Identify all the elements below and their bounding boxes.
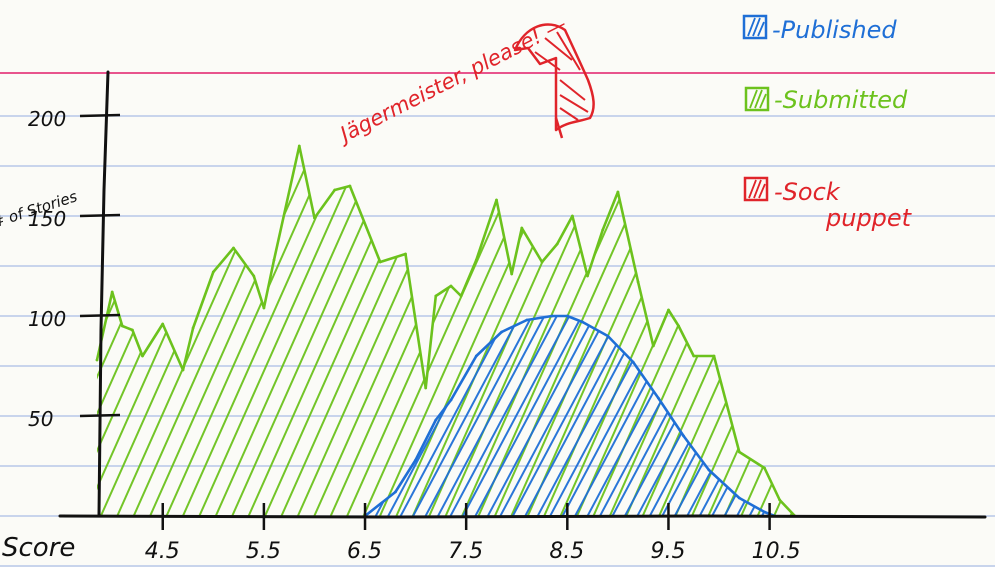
data-point-submitted <box>404 252 407 256</box>
data-point-submitted <box>348 184 352 188</box>
data-point-submitted <box>297 144 301 148</box>
x-tick-label: 4.5 <box>145 539 180 564</box>
data-point-submitted <box>131 328 134 332</box>
data-point-submitted <box>763 466 766 470</box>
data-point-published <box>656 396 660 400</box>
legend-swatch-submitted <box>744 86 770 112</box>
data-point-published <box>631 360 635 364</box>
data-point-submitted <box>110 290 114 294</box>
data-point-submitted <box>586 274 589 278</box>
data-point-submitted <box>712 354 716 358</box>
legend-label-sock-puppet: -Sock puppet <box>774 178 913 232</box>
legend-label-sock-puppet-line1: -Sock <box>774 178 841 206</box>
annotation-text: Jägermeister, please! — <box>333 11 570 148</box>
data-point-published <box>550 314 554 318</box>
data-point-submitted <box>636 280 640 284</box>
data-point-published <box>737 496 741 500</box>
x-tick-label: 10.5 <box>752 539 801 564</box>
x-axis-label: Score <box>2 533 75 563</box>
hand-doodle-icon <box>513 23 595 139</box>
data-point-submitted <box>601 228 605 232</box>
data-point-submitted <box>141 354 144 358</box>
data-point-submitted <box>651 344 655 348</box>
data-point-submitted <box>459 294 463 298</box>
data-point-submitted <box>272 258 276 262</box>
area-fill-published <box>365 316 775 516</box>
data-point-published <box>763 510 766 514</box>
x-axis <box>58 514 987 519</box>
data-point-submitted <box>378 260 382 264</box>
y-tick <box>79 113 121 118</box>
data-point-published <box>581 320 584 324</box>
legend-swatch-published <box>742 14 768 40</box>
x-tick-label: 5.5 <box>246 539 281 564</box>
data-point-submitted <box>449 284 453 288</box>
data-point-submitted <box>120 324 124 328</box>
y-tick-label: 100 <box>28 307 66 331</box>
data-point-submitted <box>232 246 235 250</box>
legend-swatch-sock-puppet <box>743 176 769 202</box>
data-point-submitted <box>95 358 99 362</box>
data-point-published <box>449 398 453 402</box>
data-point-submitted <box>474 258 478 262</box>
data-point-submitted <box>778 498 782 502</box>
x-tick-label: 6.5 <box>347 539 382 564</box>
y-tick <box>79 313 121 318</box>
data-point-submitted <box>540 260 544 264</box>
legend-hatch-published <box>747 17 765 37</box>
data-point-submitted <box>181 368 185 372</box>
data-point-published <box>682 434 685 438</box>
data-point-submitted <box>677 324 680 328</box>
legend-hatch-submitted <box>749 89 767 109</box>
legend-label-submitted: -Submitted <box>774 86 908 114</box>
legend: -Published -Submitted -Sock puppet <box>742 14 913 232</box>
data-point-published <box>500 330 503 334</box>
data-point-published <box>434 418 438 422</box>
data-point-published <box>474 354 478 358</box>
data-point-published <box>606 334 610 338</box>
data-point-submitted <box>510 272 514 276</box>
y-axis <box>97 70 110 517</box>
data-point-submitted <box>262 306 266 310</box>
legend-item-submitted: -Submitted <box>744 86 908 114</box>
data-point-submitted <box>692 354 696 358</box>
data-point-submitted <box>667 308 670 312</box>
data-point-submitted <box>211 270 215 274</box>
data-point-submitted <box>434 294 438 298</box>
y-tick-label: 200 <box>28 107 66 131</box>
data-point-submitted <box>616 190 620 194</box>
data-point-published <box>394 490 397 494</box>
data-point-submitted <box>313 216 316 220</box>
x-tick-label: 7.5 <box>448 539 483 564</box>
series-areas <box>95 144 797 518</box>
data-point-submitted <box>571 214 574 218</box>
legend-hatch-sock-puppet <box>748 179 766 199</box>
data-point-submitted <box>333 188 337 192</box>
x-tick-label: 8.5 <box>549 539 584 564</box>
data-point-submitted <box>161 322 165 326</box>
x-tick-label: 9.5 <box>650 539 685 564</box>
legend-label-published: -Published <box>772 16 897 44</box>
legend-item-published: -Published <box>742 14 897 44</box>
y-tick <box>79 213 121 218</box>
data-point-published <box>565 314 569 318</box>
legend-label-sock-puppet-line2: puppet <box>825 204 913 232</box>
legend-item-sock-puppet: -Sock puppet <box>743 176 913 232</box>
data-point-submitted <box>520 226 524 230</box>
data-point-submitted <box>495 198 498 202</box>
data-point-published <box>525 318 529 322</box>
axis-ticks: 4.5 5.5 6.5 7.5 8.5 9.5 10.5 50 100 150 200 <box>28 107 801 564</box>
data-point-submitted <box>424 386 428 390</box>
y-tick-label: 150 <box>28 207 66 231</box>
data-point-submitted <box>191 326 195 330</box>
y-tick-label: 50 <box>28 407 53 431</box>
data-point-published <box>707 468 711 472</box>
data-point-submitted <box>737 450 741 454</box>
y-tick <box>79 413 121 418</box>
data-point-published <box>414 458 417 462</box>
data-point-submitted <box>252 274 256 278</box>
data-point-submitted <box>555 242 559 246</box>
